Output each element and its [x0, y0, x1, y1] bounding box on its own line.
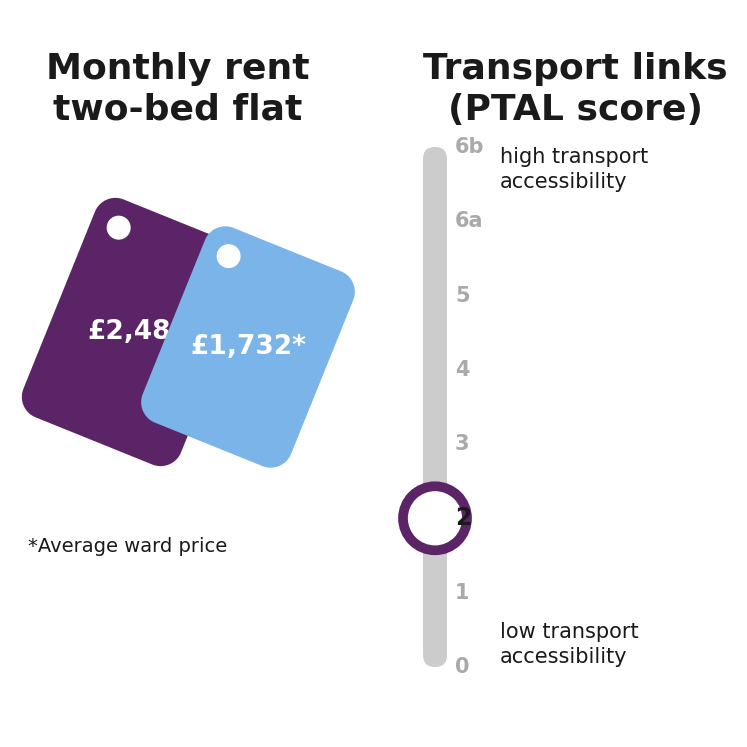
- Text: 6a: 6a: [455, 211, 483, 232]
- Circle shape: [107, 216, 131, 240]
- Text: Transport links
(PTAL score): Transport links (PTAL score): [423, 52, 728, 127]
- Circle shape: [217, 244, 241, 268]
- Polygon shape: [141, 226, 355, 468]
- Text: £1,732*: £1,732*: [190, 334, 306, 360]
- Text: 0: 0: [455, 657, 470, 677]
- Text: Monthly rent
two-bed flat: Monthly rent two-bed flat: [46, 52, 310, 127]
- Text: 4: 4: [455, 360, 470, 380]
- Polygon shape: [22, 198, 254, 466]
- FancyBboxPatch shape: [423, 147, 447, 667]
- Text: £2,480: £2,480: [87, 319, 189, 345]
- Text: 3: 3: [455, 434, 470, 454]
- Text: 2: 2: [455, 508, 470, 528]
- Text: 5: 5: [455, 285, 470, 306]
- Text: 6b: 6b: [455, 137, 485, 157]
- Text: low transport
accessibility: low transport accessibility: [500, 622, 639, 667]
- Circle shape: [403, 486, 467, 551]
- Text: 1: 1: [455, 583, 470, 603]
- Text: high transport
accessibility: high transport accessibility: [500, 147, 648, 192]
- Text: 2: 2: [455, 506, 471, 530]
- Text: *Average ward price: *Average ward price: [28, 537, 227, 556]
